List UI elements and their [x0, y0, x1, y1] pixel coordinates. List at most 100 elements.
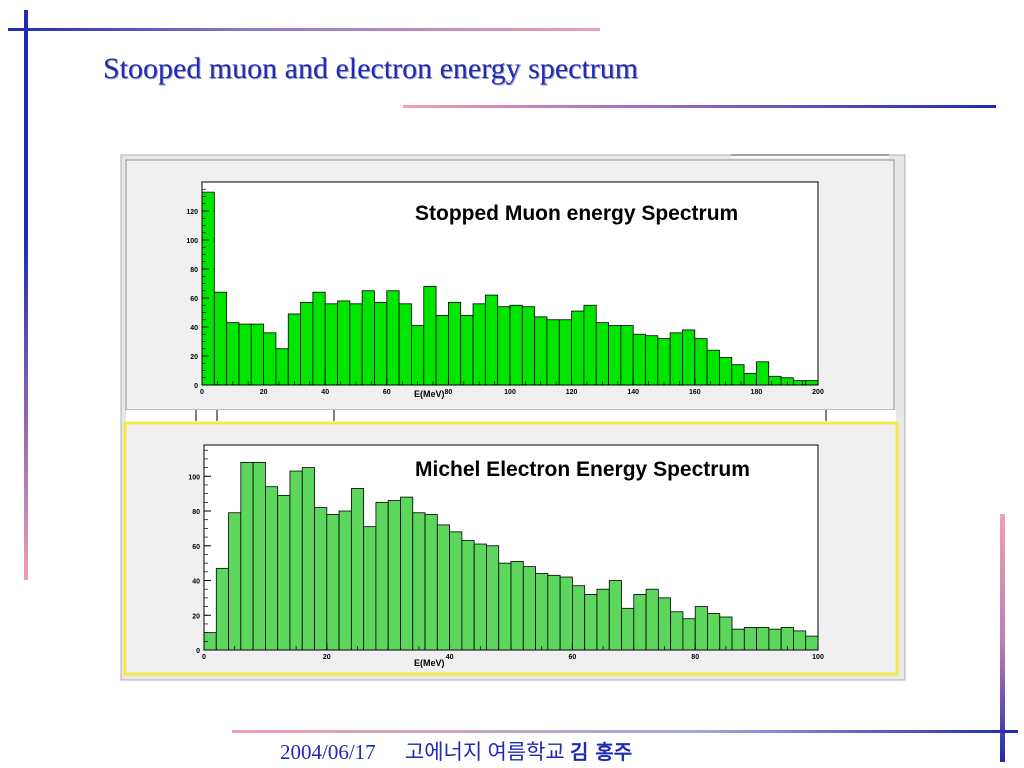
muon-x-tick-label: 80 — [445, 389, 453, 396]
muon-bin-bar — [312, 291, 326, 386]
muon-bin-bar — [731, 364, 745, 386]
muon-bin-bar — [583, 304, 597, 386]
muon-bin-bar — [645, 335, 659, 386]
electron-bin-bar — [486, 545, 500, 651]
electron-bin-bar — [412, 512, 426, 651]
muon-bin-bar — [719, 357, 733, 386]
muon-bin-bar — [447, 301, 462, 386]
muon-bin-bar — [694, 338, 708, 386]
electron-bin-bar — [559, 576, 573, 651]
electron-x-ticks: 0 20 40 60 80 100 — [202, 643, 824, 661]
electron-x-tick-label: 0 — [202, 654, 206, 661]
electron-chart-title: Michel Electron Energy Spectrum — [415, 458, 750, 481]
muon-bin-bar — [263, 332, 277, 386]
muon-bin-bar — [324, 303, 338, 386]
muon-bin-bar — [792, 380, 807, 386]
muon-bin-bar — [386, 290, 400, 386]
electron-y-tick-label: 80 — [192, 509, 200, 516]
electron-bin-bar — [793, 630, 807, 651]
electron-bin-bar — [621, 607, 635, 651]
muon-bin-bar — [620, 325, 634, 386]
muon-bin-bar — [275, 348, 289, 386]
muon-x-tick-label: 0 — [200, 389, 204, 396]
muon-bin-bar — [361, 290, 375, 386]
muon-x-tick-label: 60 — [383, 389, 391, 396]
muon-bin-bar — [546, 319, 560, 386]
electron-bin-bar — [301, 467, 315, 651]
electron-x-tick-label: 20 — [323, 654, 331, 661]
footer-author: 김 홍주 — [569, 740, 633, 764]
muon-y-tick-label: 60 — [190, 296, 198, 303]
muon-bin-bar — [768, 375, 782, 386]
electron-bin-bar — [228, 512, 242, 651]
electron-bin-bar — [350, 488, 365, 651]
muon-y-tick-label: 100 — [186, 238, 198, 245]
muon-y-tick-label: 40 — [190, 325, 198, 332]
electron-bin-bar — [314, 507, 328, 651]
muon-x-ticks: 0 20 40 60 80 100 120 140 160 180 200 — [200, 378, 824, 396]
electron-bin-bar — [694, 606, 708, 651]
muon-bin-bar — [706, 349, 720, 386]
electron-bin-bar — [387, 500, 401, 651]
electron-y-tick-label: 0 — [196, 648, 200, 655]
muon-x-axis-label: E(MeV) — [414, 389, 445, 399]
electron-x-tick-label: 100 — [812, 654, 824, 661]
muon-bin-bar — [300, 301, 314, 386]
muon-y-ticks: 0 20 40 60 80 100 120 — [186, 181, 209, 390]
muon-bin-bar — [558, 319, 573, 386]
electron-bin-bar — [375, 501, 389, 651]
muon-y-tick-label: 120 — [186, 209, 198, 216]
muon-y-tick-label: 80 — [190, 267, 198, 274]
electron-bin-bar — [400, 496, 414, 651]
muon-bin-bar — [743, 372, 757, 386]
electron-bin-bar — [608, 580, 622, 651]
electron-chart: 0 20 40 60 80 100 0 20 40 60 80 100 Michel Electro… — [188, 444, 824, 668]
muon-x-tick-label: 180 — [751, 389, 763, 396]
muon-x-tick-label: 120 — [566, 389, 578, 396]
muon-bin-bar — [349, 303, 363, 386]
footer-school: 고에너지 여름학교 — [404, 740, 565, 764]
electron-bin-bar — [596, 588, 610, 651]
muon-x-tick-label: 100 — [504, 389, 516, 396]
panel-gap — [126, 410, 896, 422]
electron-bin-bar — [657, 597, 672, 651]
muon-y-tick-label: 20 — [190, 354, 198, 361]
electron-bin-bar — [743, 627, 758, 651]
muon-bin-bar — [460, 314, 474, 386]
footer-date: 2004/06/17 — [280, 740, 376, 764]
electron-bin-bar — [338, 510, 352, 651]
electron-x-tick-label: 40 — [446, 654, 454, 661]
muon-bin-bar — [287, 313, 301, 386]
electron-bin-bar — [277, 494, 291, 651]
electron-bin-bar — [670, 611, 684, 651]
top-horizontal-rule — [8, 28, 600, 31]
muon-bin-bar — [497, 306, 511, 386]
muon-bin-bar — [571, 310, 585, 386]
electron-bin-bar — [682, 618, 696, 651]
muon-x-tick-label: 40 — [321, 389, 329, 396]
muon-bin-bar — [534, 316, 548, 386]
right-vertical-rule — [1000, 514, 1005, 762]
muon-bin-bar — [509, 304, 523, 386]
electron-bin-bar — [215, 567, 229, 651]
electron-bin-bar — [436, 524, 451, 651]
electron-bin-bar — [449, 531, 463, 651]
electron-bin-bar — [805, 635, 819, 651]
legend-box-remnant — [731, 155, 889, 158]
electron-bin-bar — [768, 628, 782, 651]
muon-bin-bar — [756, 361, 770, 386]
electron-y-tick-label: 100 — [188, 474, 200, 481]
electron-bin-bar — [510, 560, 524, 651]
muon-chart: 0 20 40 60 80 100 120 0 20 40 60 80 100 120 140 160 180… — [186, 181, 824, 399]
muon-bin-bar — [423, 285, 437, 386]
electron-bin-bar — [461, 540, 475, 651]
muon-bin-bar — [226, 322, 240, 386]
electron-bin-bar — [535, 573, 549, 651]
electron-bin-bar — [522, 566, 536, 651]
electron-x-axis-label: E(MeV) — [414, 658, 445, 668]
electron-bin-bar — [584, 594, 598, 651]
bottom-horizontal-rule — [232, 730, 1018, 733]
muon-bin-bar — [595, 322, 609, 386]
muon-bin-bar — [472, 303, 486, 386]
